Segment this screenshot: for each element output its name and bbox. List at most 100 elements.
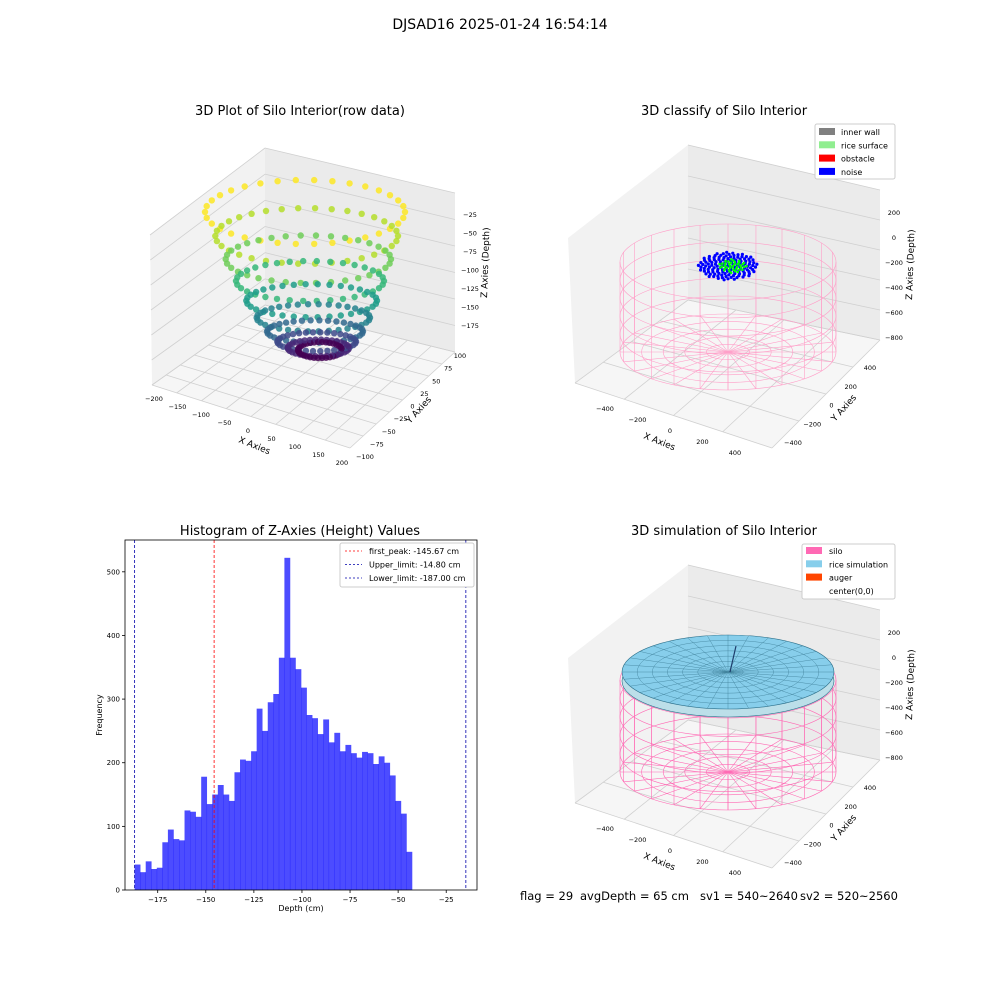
panel2-legend-swatch [819,141,835,149]
panel1-scan-point [393,227,400,234]
panel1-scan-point [271,322,278,329]
panel1-scan-point [252,306,260,313]
panel4-x-tick: 400 [729,869,741,877]
histogram-bar [356,757,363,890]
panel1-scan-point [371,214,378,221]
histogram-bar [234,772,241,890]
panel2-noise-point [755,262,759,266]
panel2-noise-point [718,260,722,264]
panel3-x-tick: −50 [391,896,406,904]
panel2-noise-point [741,275,745,279]
panel2-rice-surface-point [738,268,741,271]
panel2-y-tick: 200 [845,383,857,391]
panel2-rice-surface-point [729,261,733,265]
panel1-scan-point [375,243,382,250]
panel2-noise-point [743,257,747,261]
histogram-bar [350,753,357,890]
panel3-legend-label: Lower_limit: -187.00 cm [369,574,466,583]
panel1-scan-point [284,326,292,334]
panel1-scan-point [344,325,351,332]
panel2-noise-point [726,277,730,281]
panel1-scan-point [297,279,304,287]
panel1-scan-point [241,183,248,190]
panel1-scan-point [290,281,297,288]
histogram-bar [301,687,307,890]
panel2-rice-surface-point [732,259,735,262]
panel1-scan-point [300,257,307,265]
histogram-bar [367,753,374,890]
panel1-scan-point [317,329,324,336]
panel1-scan-point [356,286,364,293]
panel1-scan-point [347,310,355,318]
panel1-scan-point [297,232,304,239]
panel1-scan-point [339,295,347,303]
panel1-scan-point [208,197,215,204]
panel2-rice-surface-point [723,264,727,268]
panel1-scan-point [375,187,383,194]
panel1-x-tick: −150 [169,403,187,411]
histogram-bar [345,744,352,890]
panel2-rice-surface-point [728,266,732,270]
panel4-zlabel: Z Axies (Depth) [905,649,917,720]
panel3-x-tick: −25 [439,896,454,904]
histogram-bar [245,760,252,890]
panel2-noise-point [752,270,756,274]
panel1-scan-point [316,317,323,324]
panel1-scan-point [282,319,290,326]
panel4-x-tick: 0 [668,847,672,855]
panel2-rice-surface-point [729,271,733,275]
panel2-noise-point [748,260,752,264]
panel1-scan-point [225,218,233,225]
histogram-bar [317,734,324,890]
histogram-bar [295,669,302,890]
histogram-bar [378,756,385,890]
panel2-noise-point [747,262,751,266]
panel2-y-tick: −400 [784,439,802,447]
histogram-bar [373,764,379,890]
panel1-x-tick: 0 [246,427,250,435]
panel1-title: 3D Plot of Silo Interior(row data) [195,104,405,119]
panel2-noise-point [751,263,755,268]
panel2-rice-surface-point [738,264,742,267]
panel1-scan-point [284,332,291,339]
panel1-scan-point [273,295,281,303]
panel4-z-tick: −200 [885,679,903,687]
panel2-rice-surface-point [733,262,736,266]
panel1-z-tick: −175 [461,322,479,330]
panel2-noise-point [729,255,733,259]
histogram-bar [273,694,280,890]
panel1-y-tick: 75 [444,365,452,373]
panel1-scan-point [203,214,210,222]
panel1-scan-point [257,180,264,187]
panel4-title: 3D simulation of Silo Interior [631,524,817,539]
panel2-rice-surface-point [741,268,744,272]
panel1-x-tick: −100 [192,411,210,419]
panel4-y-tick: 400 [864,784,876,792]
panel2-rice-surface-point [736,270,740,274]
panel2-noise-point [744,255,748,259]
panel2-noise-point [752,261,756,265]
panel1-scan-point [366,240,373,247]
panel1-scan-point [307,317,314,324]
panel1-scan-point [298,317,306,324]
panel2-rice-surface-point [721,262,724,265]
panel1-scan-point [276,303,283,310]
panel1-scan-point [284,302,292,309]
panel2-noise-point [704,264,708,268]
panel4-z-tick: 0 [892,654,896,662]
panel1-scan-point [388,242,395,250]
panel1-scan-point [358,255,365,262]
panel1-z-tick: −50 [463,230,477,238]
panel1-scan-point [208,220,215,227]
histogram-bar [184,810,191,890]
panel2-z-tick: −200 [885,259,903,267]
panel4-y-tick: 0 [829,822,833,830]
panel2-noise-point [712,274,716,279]
panel1-scan-point [372,294,380,301]
histogram-bar [206,804,213,890]
panel1-scan-point [355,275,362,282]
panel1-scan-point [362,234,369,241]
panel1-scan-point [382,264,389,271]
panel2-rice-surface-point [722,269,726,272]
panel2-noise-point [735,275,739,280]
